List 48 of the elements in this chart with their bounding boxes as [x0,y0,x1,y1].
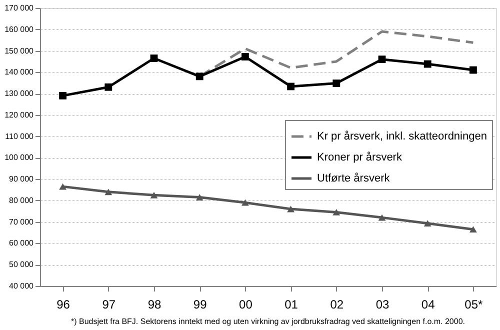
legend-label: Kroner pr årsverk [317,152,402,164]
y-tick-label: 140 000 [4,68,34,77]
y-tick-label: 100 000 [4,153,34,162]
y-tick-label: 90 000 [9,174,34,184]
point [378,56,386,64]
y-tick-label: 130 000 [4,89,34,98]
point [241,199,249,206]
y-tick-label: 170 000 [4,4,34,12]
point [104,83,112,91]
x-tick-label: 98 [148,298,162,312]
point [59,183,67,190]
point [378,214,386,221]
legend-label: Kr pr årsverk, inkl. skatteordningen [317,130,487,142]
y-tick-label: 60 000 [9,238,34,248]
text: *) Budsjett fra BFJ. Sektorens inntekt med og uten virkning av jordbruksfradrag ved skatteligningen f.o.m. 2000. [71,317,465,326]
y-tick-label: 160 000 [4,24,34,34]
point [332,209,340,216]
point [104,188,112,196]
y-tick-label: 70 000 [9,217,34,226]
y-tick-label: 120 000 [4,110,34,120]
point [332,80,340,87]
y-tick-label: 80 000 [9,196,34,205]
point [150,54,158,62]
point [469,66,477,74]
point [469,226,477,233]
point [196,194,204,200]
point [241,53,249,60]
point [196,72,204,80]
y-tick-label: 40 000 [9,282,34,290]
point [287,82,295,90]
point [287,206,295,212]
legend-label: Utførte årsverk [317,172,390,184]
point [424,220,432,227]
point [150,192,158,198]
y-tick-label: 110 000 [5,132,34,141]
x-tick-label: 03 [376,298,390,312]
x-tick-label: 05* [464,298,484,312]
y-tick-label: 50 000 [9,260,34,270]
x-tick-label: 96 [56,298,70,312]
x-tick-label: 97 [102,298,116,312]
x-tick-label: 00 [239,298,253,312]
y-tick-label: 150 000 [4,46,34,56]
point [424,60,432,68]
point [59,92,67,100]
x-tick-label: 04 [421,298,436,312]
x-tick-label: 02 [330,298,344,312]
x-tick-label: 01 [284,298,298,312]
x-tick-label: 99 [193,298,208,312]
